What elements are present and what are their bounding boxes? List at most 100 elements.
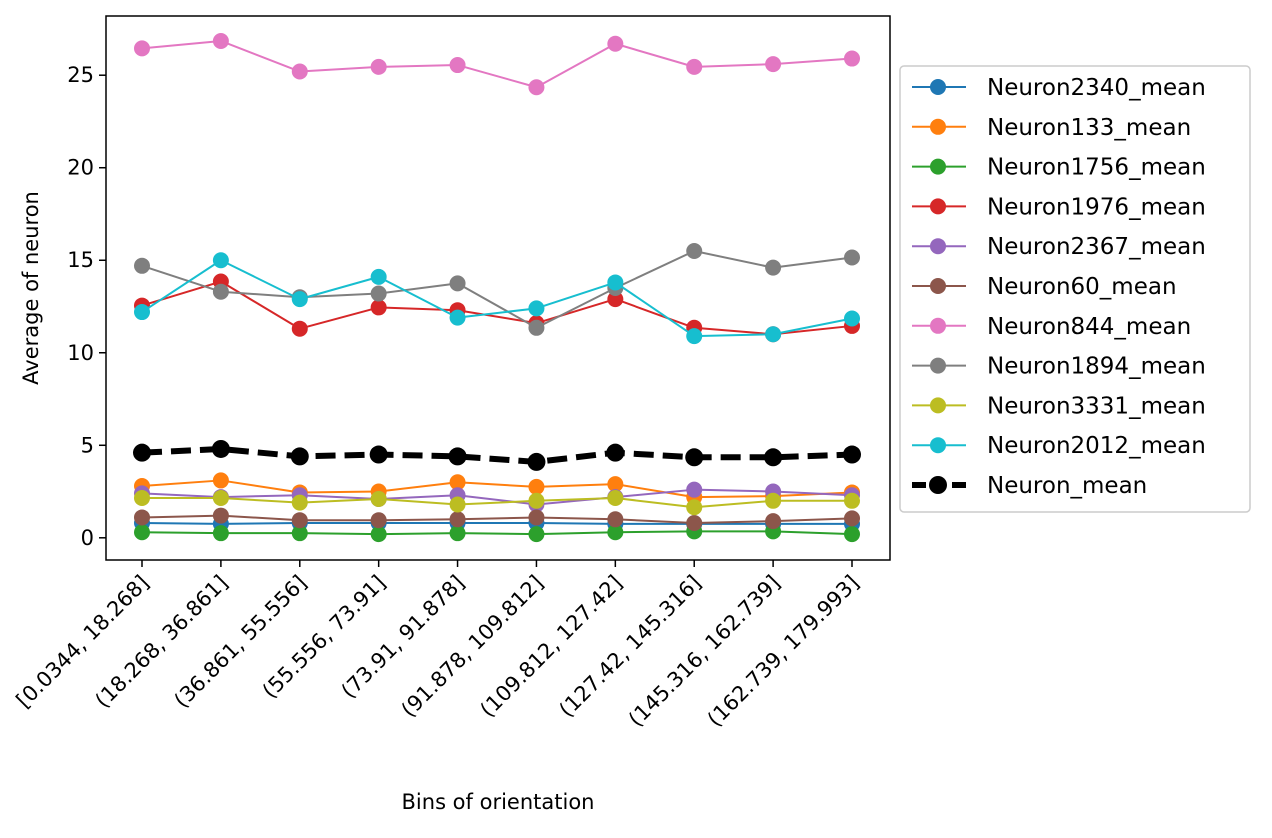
data-point (528, 509, 545, 526)
data-point (528, 478, 545, 495)
legend-marker (930, 437, 946, 454)
series-Neuron1756_mean (134, 523, 860, 543)
legend-label: Neuron2012_mean (987, 433, 1206, 459)
series-line (141, 280, 853, 336)
data-point (685, 448, 704, 467)
series-line (141, 479, 853, 499)
legend-marker (930, 79, 946, 95)
data-point (133, 443, 151, 462)
data-point (607, 511, 624, 528)
legend: Neuron2340_mean Neuron133_mean Neuron1756_… (899, 65, 1251, 513)
data-point (527, 452, 546, 471)
data-point (607, 274, 624, 291)
legend-entry: Neuron3331_mean (912, 393, 1206, 419)
data-point (844, 526, 860, 543)
y-tick-label: 10 (67, 341, 94, 365)
data-point (291, 525, 308, 542)
legend-label: Neuron1756_mean (987, 155, 1206, 181)
data-point (449, 525, 466, 542)
legend-entry: Neuron60_mean (912, 274, 1177, 300)
data-point (370, 526, 387, 543)
series-Neuron_mean (133, 439, 861, 471)
data-point (844, 510, 860, 527)
data-point (528, 300, 545, 317)
data-point (686, 328, 703, 345)
legend-label: Neuron2367_mean (987, 234, 1206, 260)
data-point (843, 445, 861, 464)
y-tick-label: 5 (81, 433, 94, 457)
legend-marker (930, 357, 946, 374)
legend-marker (929, 476, 947, 494)
legend-label: Neuron844_mean (987, 314, 1191, 340)
data-point (449, 57, 466, 74)
data-point (134, 524, 150, 541)
y-tick-label: 25 (67, 63, 94, 87)
legend-marker (930, 278, 946, 294)
legend-label: Neuron2340_mean (987, 75, 1206, 101)
data-point (134, 40, 150, 57)
series-Neuron3331_mean (134, 490, 860, 516)
data-point (369, 445, 388, 464)
legend-box (899, 65, 1251, 513)
data-point (686, 242, 703, 259)
legend-marker (930, 198, 946, 215)
data-point (370, 285, 387, 302)
series-line (141, 39, 853, 89)
series-Neuron60_mean (134, 507, 860, 531)
series-line (141, 514, 853, 524)
data-point (212, 252, 229, 269)
data-point (370, 268, 387, 285)
legend-marker (930, 238, 946, 255)
data-point (211, 439, 230, 458)
legend-label: Neuron3331_mean (987, 393, 1206, 419)
series-Neuron1894_mean (134, 242, 860, 336)
data-point (765, 513, 782, 530)
legend-entry: Neuron1756_mean (912, 155, 1206, 181)
x-axis-label: Bins of orientation (402, 790, 595, 814)
data-point (844, 249, 860, 266)
data-point (765, 492, 782, 509)
data-point (212, 490, 229, 507)
legend-label: Neuron1976_mean (987, 194, 1206, 220)
y-tick-label: 20 (67, 156, 94, 180)
data-point (449, 275, 466, 292)
legend-label: Neuron60_mean (987, 274, 1177, 300)
y-tick-label: 15 (67, 248, 94, 272)
series-Neuron844_mean (134, 32, 860, 96)
data-point (764, 448, 783, 467)
data-point (686, 499, 703, 516)
legend-entry: Neuron844_mean (912, 314, 1191, 340)
legend-label: Neuron_mean (987, 473, 1147, 499)
data-point (686, 514, 703, 531)
series-line (142, 497, 852, 509)
data-point (291, 291, 308, 308)
data-point (449, 309, 466, 326)
data-point (686, 481, 703, 498)
data-point (134, 490, 150, 507)
data-point (606, 443, 625, 462)
legend-entry: Neuron1976_mean (912, 194, 1206, 220)
legend-marker (930, 158, 946, 175)
data-point (370, 58, 387, 75)
data-point (370, 490, 387, 507)
legend-entry: Neuron2012_mean (912, 433, 1206, 459)
data-point (291, 494, 308, 511)
data-point (290, 447, 309, 466)
y-tick-label: 0 (81, 526, 94, 550)
data-point (449, 511, 466, 528)
series-line (141, 488, 853, 506)
legend-marker (930, 397, 946, 414)
data-point (528, 319, 545, 336)
series-Neuron2012_mean (134, 252, 860, 345)
data-point (528, 79, 545, 96)
data-point (291, 63, 308, 80)
y-axis-label: Average of neuron (19, 191, 43, 385)
data-point (212, 32, 229, 49)
data-point (291, 512, 308, 529)
data-point (607, 490, 624, 507)
legend-entry: Neuron1894_mean (912, 354, 1206, 380)
data-point (844, 310, 860, 327)
data-point (212, 472, 229, 489)
data-point (448, 447, 467, 466)
